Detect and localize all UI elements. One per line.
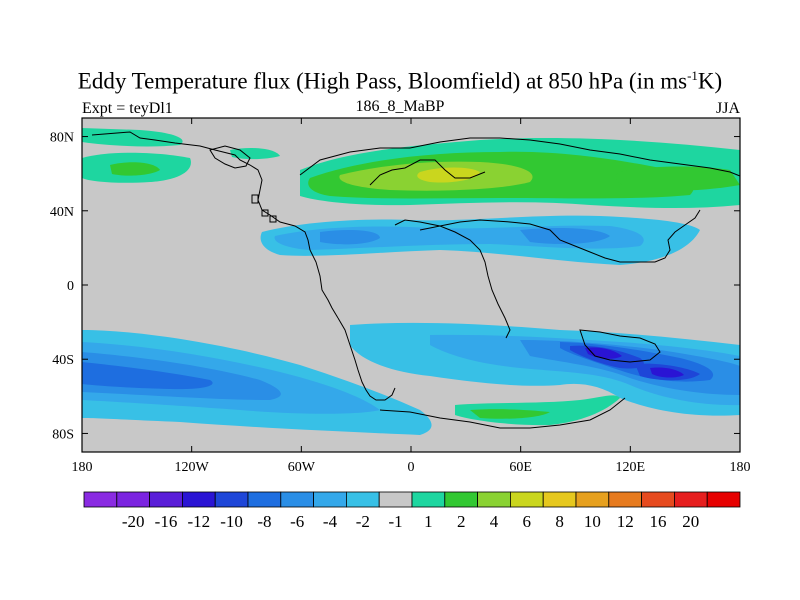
colorbar-swatch [280, 491, 314, 508]
colorbar-swatch [706, 491, 741, 508]
colorbar-label: -8 [257, 512, 271, 531]
colorbar-swatch [542, 491, 577, 508]
coastline-eurasia-south [419, 209, 701, 263]
field-shading [82, 128, 740, 435]
colorbar-label: 1 [424, 512, 433, 531]
x-tick-label: 180 [730, 460, 751, 475]
colorbar-label: -16 [155, 512, 178, 531]
blue-band-se-10 [585, 347, 684, 378]
green-arctic-sliver [230, 148, 280, 160]
colorbar-swatch [575, 491, 610, 508]
colorbar-swatch [411, 491, 446, 508]
x-tick-label: 120E [616, 460, 646, 475]
colorbar-label: -10 [220, 512, 243, 531]
green-band-east [615, 166, 740, 191]
x-tick-label: 0 [408, 460, 415, 475]
experiment-label: Expt = teyDl1 [82, 100, 173, 117]
colorbar-label: -6 [290, 512, 304, 531]
x-tick-label: 60W [288, 460, 316, 475]
coastline-eurasia-inner [369, 159, 486, 186]
coastlines [91, 131, 741, 429]
y-tick-label: 0 [67, 279, 74, 294]
coastline-greenland [209, 145, 251, 169]
case-label: 186_8_MaBP [355, 98, 445, 115]
colorbar-label: -12 [187, 512, 210, 531]
blue-band-north-4 [320, 228, 610, 245]
green-band-8 [417, 167, 480, 183]
coastline-islands [251, 194, 277, 223]
colorbar-label: 16 [650, 512, 667, 531]
colorbar-label: 4 [490, 512, 499, 531]
green-nw-4 [110, 162, 160, 176]
colorbar-label: 2 [457, 512, 466, 531]
axis-ticks: 180 120W 60W 0 60E 120E 180 80N 40N 0 40S 80S [50, 118, 751, 475]
colorbar-label: -20 [122, 512, 145, 531]
coastline-antarctica [379, 397, 626, 429]
colorbar-swatch [116, 491, 151, 508]
colorbar-swatch [378, 491, 413, 508]
colorbar-label: 10 [584, 512, 601, 531]
y-tick-label: 80S [52, 427, 74, 442]
coastline-south-america [337, 317, 396, 401]
x-tick-label: 180 [72, 460, 93, 475]
colorbar-swatch [641, 491, 675, 508]
green-antarctic-4 [470, 409, 550, 419]
colorbar-swatch [608, 491, 642, 508]
coastline-africa [394, 219, 511, 339]
colorbar-label: 6 [523, 512, 532, 531]
colorbar-swatch [345, 491, 380, 508]
colorbar-label: 8 [555, 512, 564, 531]
coastline-australia [579, 329, 661, 363]
season-label: JJA [715, 100, 740, 117]
colorbar-swatch [83, 491, 118, 508]
colorbar-swatch [674, 491, 708, 508]
y-tick-label: 40S [52, 353, 74, 368]
colorbar-swatch [444, 491, 478, 508]
plot-area: 180 120W 60W 0 60E 120E 180 80N 40N 0 40S 80S [50, 117, 751, 475]
colorbar: -20 -16 -12 -10 -8 -6 -4 -2 -1 1 2 4 6 8 10 12 16 20 [83, 491, 741, 531]
colorbar-label: -2 [356, 512, 370, 531]
colorbar-swatch [149, 491, 183, 508]
colorbar-swatch [181, 491, 216, 508]
colorbar-swatch [477, 491, 511, 508]
x-tick-label: 60E [509, 460, 532, 475]
colorbar-swatch [313, 491, 347, 508]
coastline-eurasia [299, 137, 741, 177]
map-title: Eddy Temperature flux (High Pass, Bloomf… [77, 68, 723, 94]
green-greenland [82, 128, 183, 147]
colorbar-label: -4 [323, 512, 338, 531]
y-tick-label: 40N [50, 205, 74, 220]
colorbar-label: -1 [389, 512, 403, 531]
colorbar-swatch [509, 491, 544, 508]
blue-band-south-6 [82, 362, 213, 390]
x-tick-label: 120W [175, 460, 210, 475]
colorbar-label: 12 [617, 512, 634, 531]
colorbar-swatch [214, 491, 249, 508]
colorbar-label: 20 [682, 512, 699, 531]
colorbar-swatch [247, 491, 282, 508]
y-tick-label: 80N [50, 131, 74, 146]
